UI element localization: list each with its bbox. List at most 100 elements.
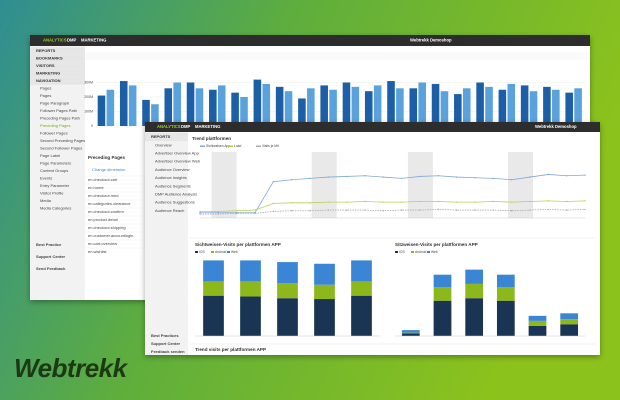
- sidebar-item[interactable]: Follower Pages: [40, 131, 68, 136]
- point: [309, 202, 311, 204]
- point: [272, 181, 275, 183]
- bar: [173, 82, 181, 126]
- bar-segment: [465, 269, 484, 284]
- sidebar-item[interactable]: Advertiser Overview App: [155, 150, 200, 155]
- bar: [119, 81, 128, 126]
- sidebar-item[interactable]: Page Parameters: [40, 161, 71, 166]
- sidebar-item[interactable]: Media Categories: [40, 206, 71, 211]
- sidebar-item[interactable]: Media: [40, 198, 52, 203]
- bar: [418, 82, 426, 126]
- sidebar-item[interactable]: Visitor Profile: [40, 191, 64, 196]
- sidebar-footer-link[interactable]: Feedback senden: [151, 349, 185, 354]
- point: [272, 202, 275, 205]
- y-tick-label: 300M: [84, 80, 93, 84]
- line: [200, 200, 586, 212]
- nav-tab: DMP: [181, 124, 191, 129]
- bar: [373, 85, 382, 126]
- user-menu[interactable]: Webtrekk Demoshop: [410, 38, 452, 43]
- sidebar-section: [30, 54, 85, 63]
- bar-segment: [277, 298, 298, 336]
- legend-label: Load: [234, 144, 242, 148]
- user-menu[interactable]: Webtrekk Demoshop: [535, 124, 577, 129]
- legend-label: IOS: [199, 250, 205, 254]
- bar-segment: [277, 283, 298, 299]
- bar-segment: [465, 283, 484, 299]
- legend-swatch: [411, 251, 414, 253]
- y-tick-label: 0: [91, 124, 93, 128]
- sidebar-item[interactable]: Audience Segments: [155, 183, 191, 188]
- point: [199, 213, 201, 215]
- nav-tab: ANALYTICS: [157, 124, 181, 129]
- sidebar-item[interactable]: REPORTS: [36, 48, 56, 53]
- sidebar-item[interactable]: Audience Insights: [155, 175, 187, 180]
- sidebar-item[interactable]: Follower Pages Path: [40, 108, 77, 113]
- table-cell: en.product.detail: [88, 217, 118, 222]
- sidebar-item[interactable]: Audience Reach: [155, 208, 184, 213]
- table-action[interactable]: Change dimension: [92, 167, 125, 172]
- point: [290, 202, 293, 204]
- bar: [209, 89, 217, 126]
- sidebar-footer-link[interactable]: Support Center: [151, 341, 181, 346]
- sidebar-item[interactable]: MARKETING: [36, 71, 60, 76]
- sidebar-item[interactable]: Advertiser Overview Web: [155, 159, 201, 164]
- sidebar-item[interactable]: Page Label: [40, 153, 60, 158]
- sidebar-item[interactable]: Page Paragraph: [40, 101, 69, 106]
- table-cell: en.checkout.shipping: [88, 225, 126, 230]
- point: [492, 177, 495, 180]
- legend-label: Web: [231, 250, 238, 254]
- bar-segment: [433, 287, 452, 301]
- sidebar-item[interactable]: Content Groups: [40, 168, 68, 173]
- sidebar-item[interactable]: Audience Suggestions: [155, 200, 195, 205]
- sidebar-item[interactable]: Preceding Pages: [40, 123, 70, 128]
- point: [327, 209, 330, 211]
- sidebar-footer-link[interactable]: Best Practices: [151, 333, 179, 338]
- sidebar-item[interactable]: Events: [40, 176, 52, 181]
- table-cell: en.cart.overview: [88, 241, 117, 246]
- sidebar-item[interactable]: Pages: [40, 93, 51, 98]
- bar-segment: [401, 333, 420, 336]
- sidebar-item[interactable]: NAVIGATION: [36, 78, 61, 83]
- bar-segment: [496, 300, 515, 336]
- bar: [253, 79, 262, 126]
- legend-label: Web: [431, 250, 438, 254]
- point: [235, 210, 238, 212]
- shaded-period: [508, 152, 534, 218]
- point: [400, 177, 403, 180]
- sidebar-footer-link[interactable]: Best Practice: [36, 242, 62, 247]
- point: [437, 208, 440, 211]
- chart-title: Sichtweisen-Visits per plattformen APP: [195, 242, 281, 247]
- legend-swatch: [195, 251, 198, 253]
- sidebar-item[interactable]: Preceding Pages Path: [40, 116, 80, 121]
- bar: [485, 86, 493, 126]
- point: [382, 210, 385, 212]
- sidebar-item[interactable]: Second Preceding Pages: [40, 138, 85, 143]
- point: [419, 200, 421, 203]
- sidebar-footer-link[interactable]: Send Feedback: [36, 266, 66, 271]
- sidebar-item[interactable]: Entry Parameter: [40, 183, 70, 188]
- point: [382, 176, 385, 178]
- sidebar-item[interactable]: Second Follower Pages: [40, 146, 82, 151]
- shaded-period: [211, 152, 237, 218]
- point: [345, 209, 348, 211]
- bar: [262, 83, 271, 126]
- point: [400, 209, 403, 211]
- sidebar-item[interactable]: Overview: [155, 142, 172, 147]
- legend-swatch: [256, 145, 261, 147]
- sidebar-item[interactable]: REPORTS: [151, 134, 171, 139]
- bar-segment: [314, 263, 335, 285]
- sidebar-item[interactable]: Audience Overview: [155, 167, 190, 172]
- legend-label: IOS: [399, 250, 405, 254]
- y-tick-label: 200M: [84, 95, 93, 99]
- point: [565, 209, 568, 211]
- sidebar-item[interactable]: Pages: [40, 86, 51, 91]
- line: [200, 174, 586, 214]
- table-cell: en.checkout.mnd: [88, 193, 118, 198]
- sidebar-item[interactable]: BOOKMARKS: [36, 56, 63, 61]
- sidebar-item[interactable]: VISITORS: [36, 63, 55, 68]
- brand-logo: Webtrekk: [14, 353, 129, 383]
- sidebar-item[interactable]: DMP Audience Analysis: [155, 191, 197, 196]
- point: [455, 209, 458, 211]
- sidebar-footer-link[interactable]: Support Center: [36, 254, 66, 259]
- bar: [329, 89, 337, 126]
- point: [254, 209, 256, 211]
